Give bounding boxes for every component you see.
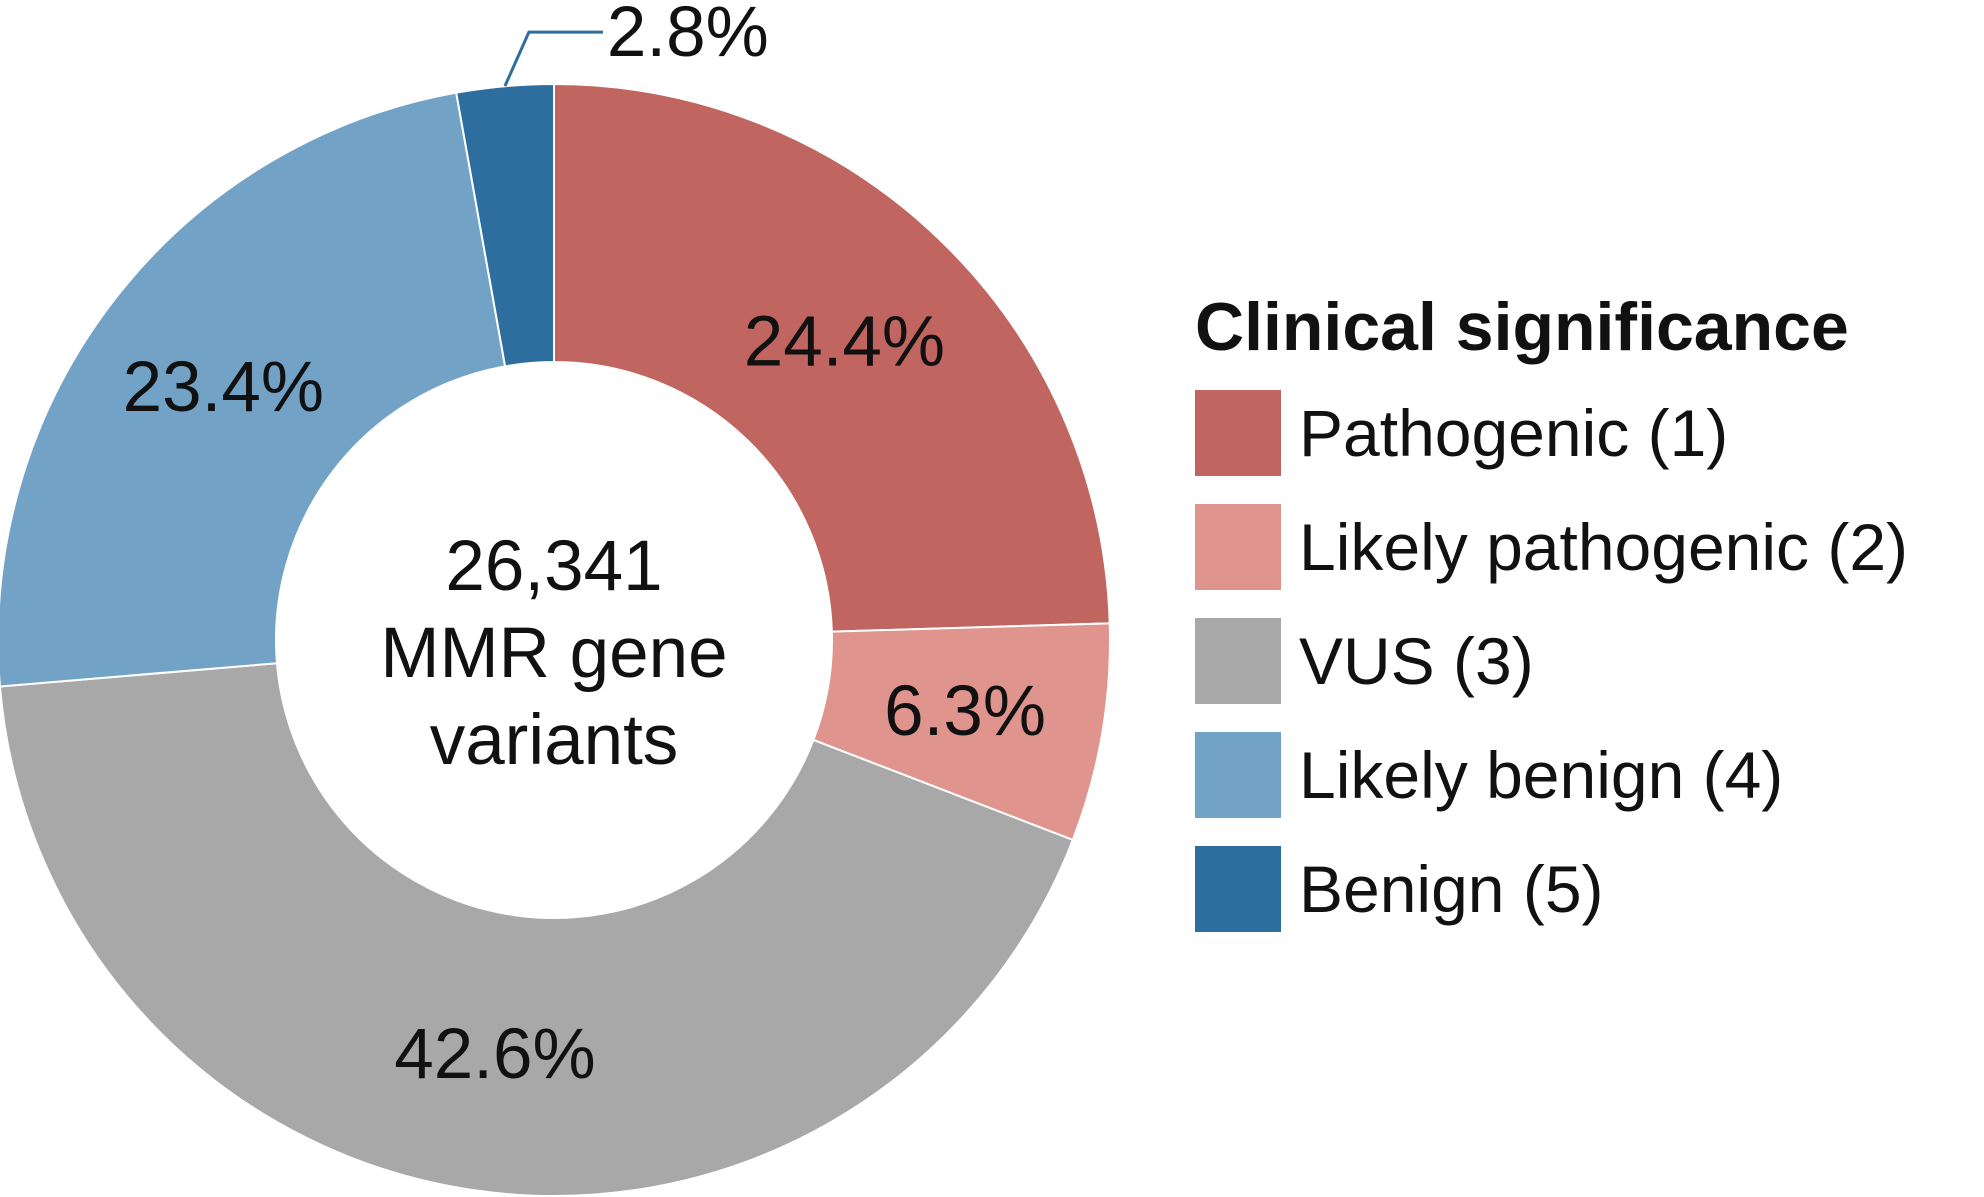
legend-swatch-pathogenic bbox=[1195, 390, 1281, 476]
legend-label-benign: Benign (5) bbox=[1299, 852, 1604, 926]
legend-swatch-likely-benign bbox=[1195, 732, 1281, 818]
slice-benign bbox=[455, 82, 555, 368]
center-line-1: 26,341 bbox=[445, 527, 662, 606]
center-label: 26,341 MMR gene variants bbox=[380, 527, 727, 780]
value-label-likely-pathogenic: 6.3% bbox=[884, 672, 1046, 751]
legend-label-likely-benign: Likely benign (4) bbox=[1299, 738, 1783, 812]
value-label-benign: 2.8% bbox=[607, 0, 769, 72]
center-line-2: MMR gene bbox=[380, 614, 727, 693]
legend-swatch-benign bbox=[1195, 846, 1281, 932]
slice-likely-benign bbox=[0, 91, 507, 688]
legend-label-likely-pathogenic: Likely pathogenic (2) bbox=[1299, 510, 1908, 584]
value-label-likely-benign: 23.4% bbox=[123, 348, 324, 427]
slices-group bbox=[0, 82, 1111, 1197]
legend: Clinical significance Pathogenic (1) Like… bbox=[1195, 289, 1908, 932]
value-label-vus: 42.6% bbox=[394, 1015, 595, 1094]
slice-pathogenic bbox=[553, 82, 1111, 633]
legend-swatch-likely-pathogenic bbox=[1195, 504, 1281, 590]
leader-line-benign bbox=[503, 30, 603, 87]
slice-vus bbox=[0, 662, 1075, 1197]
legend-items: Pathogenic (1) Likely pathogenic (2) VUS (… bbox=[1195, 390, 1908, 932]
legend-title: Clinical significance bbox=[1195, 289, 1849, 365]
center-line-3: variants bbox=[430, 701, 679, 780]
value-label-pathogenic: 24.4% bbox=[744, 303, 945, 382]
value-labels-group: 24.4% 6.3% 42.6% 23.4% 2.8% bbox=[123, 0, 1046, 1094]
legend-swatch-vus bbox=[1195, 618, 1281, 704]
legend-label-pathogenic: Pathogenic (1) bbox=[1299, 396, 1728, 470]
legend-label-vus: VUS (3) bbox=[1299, 624, 1534, 698]
